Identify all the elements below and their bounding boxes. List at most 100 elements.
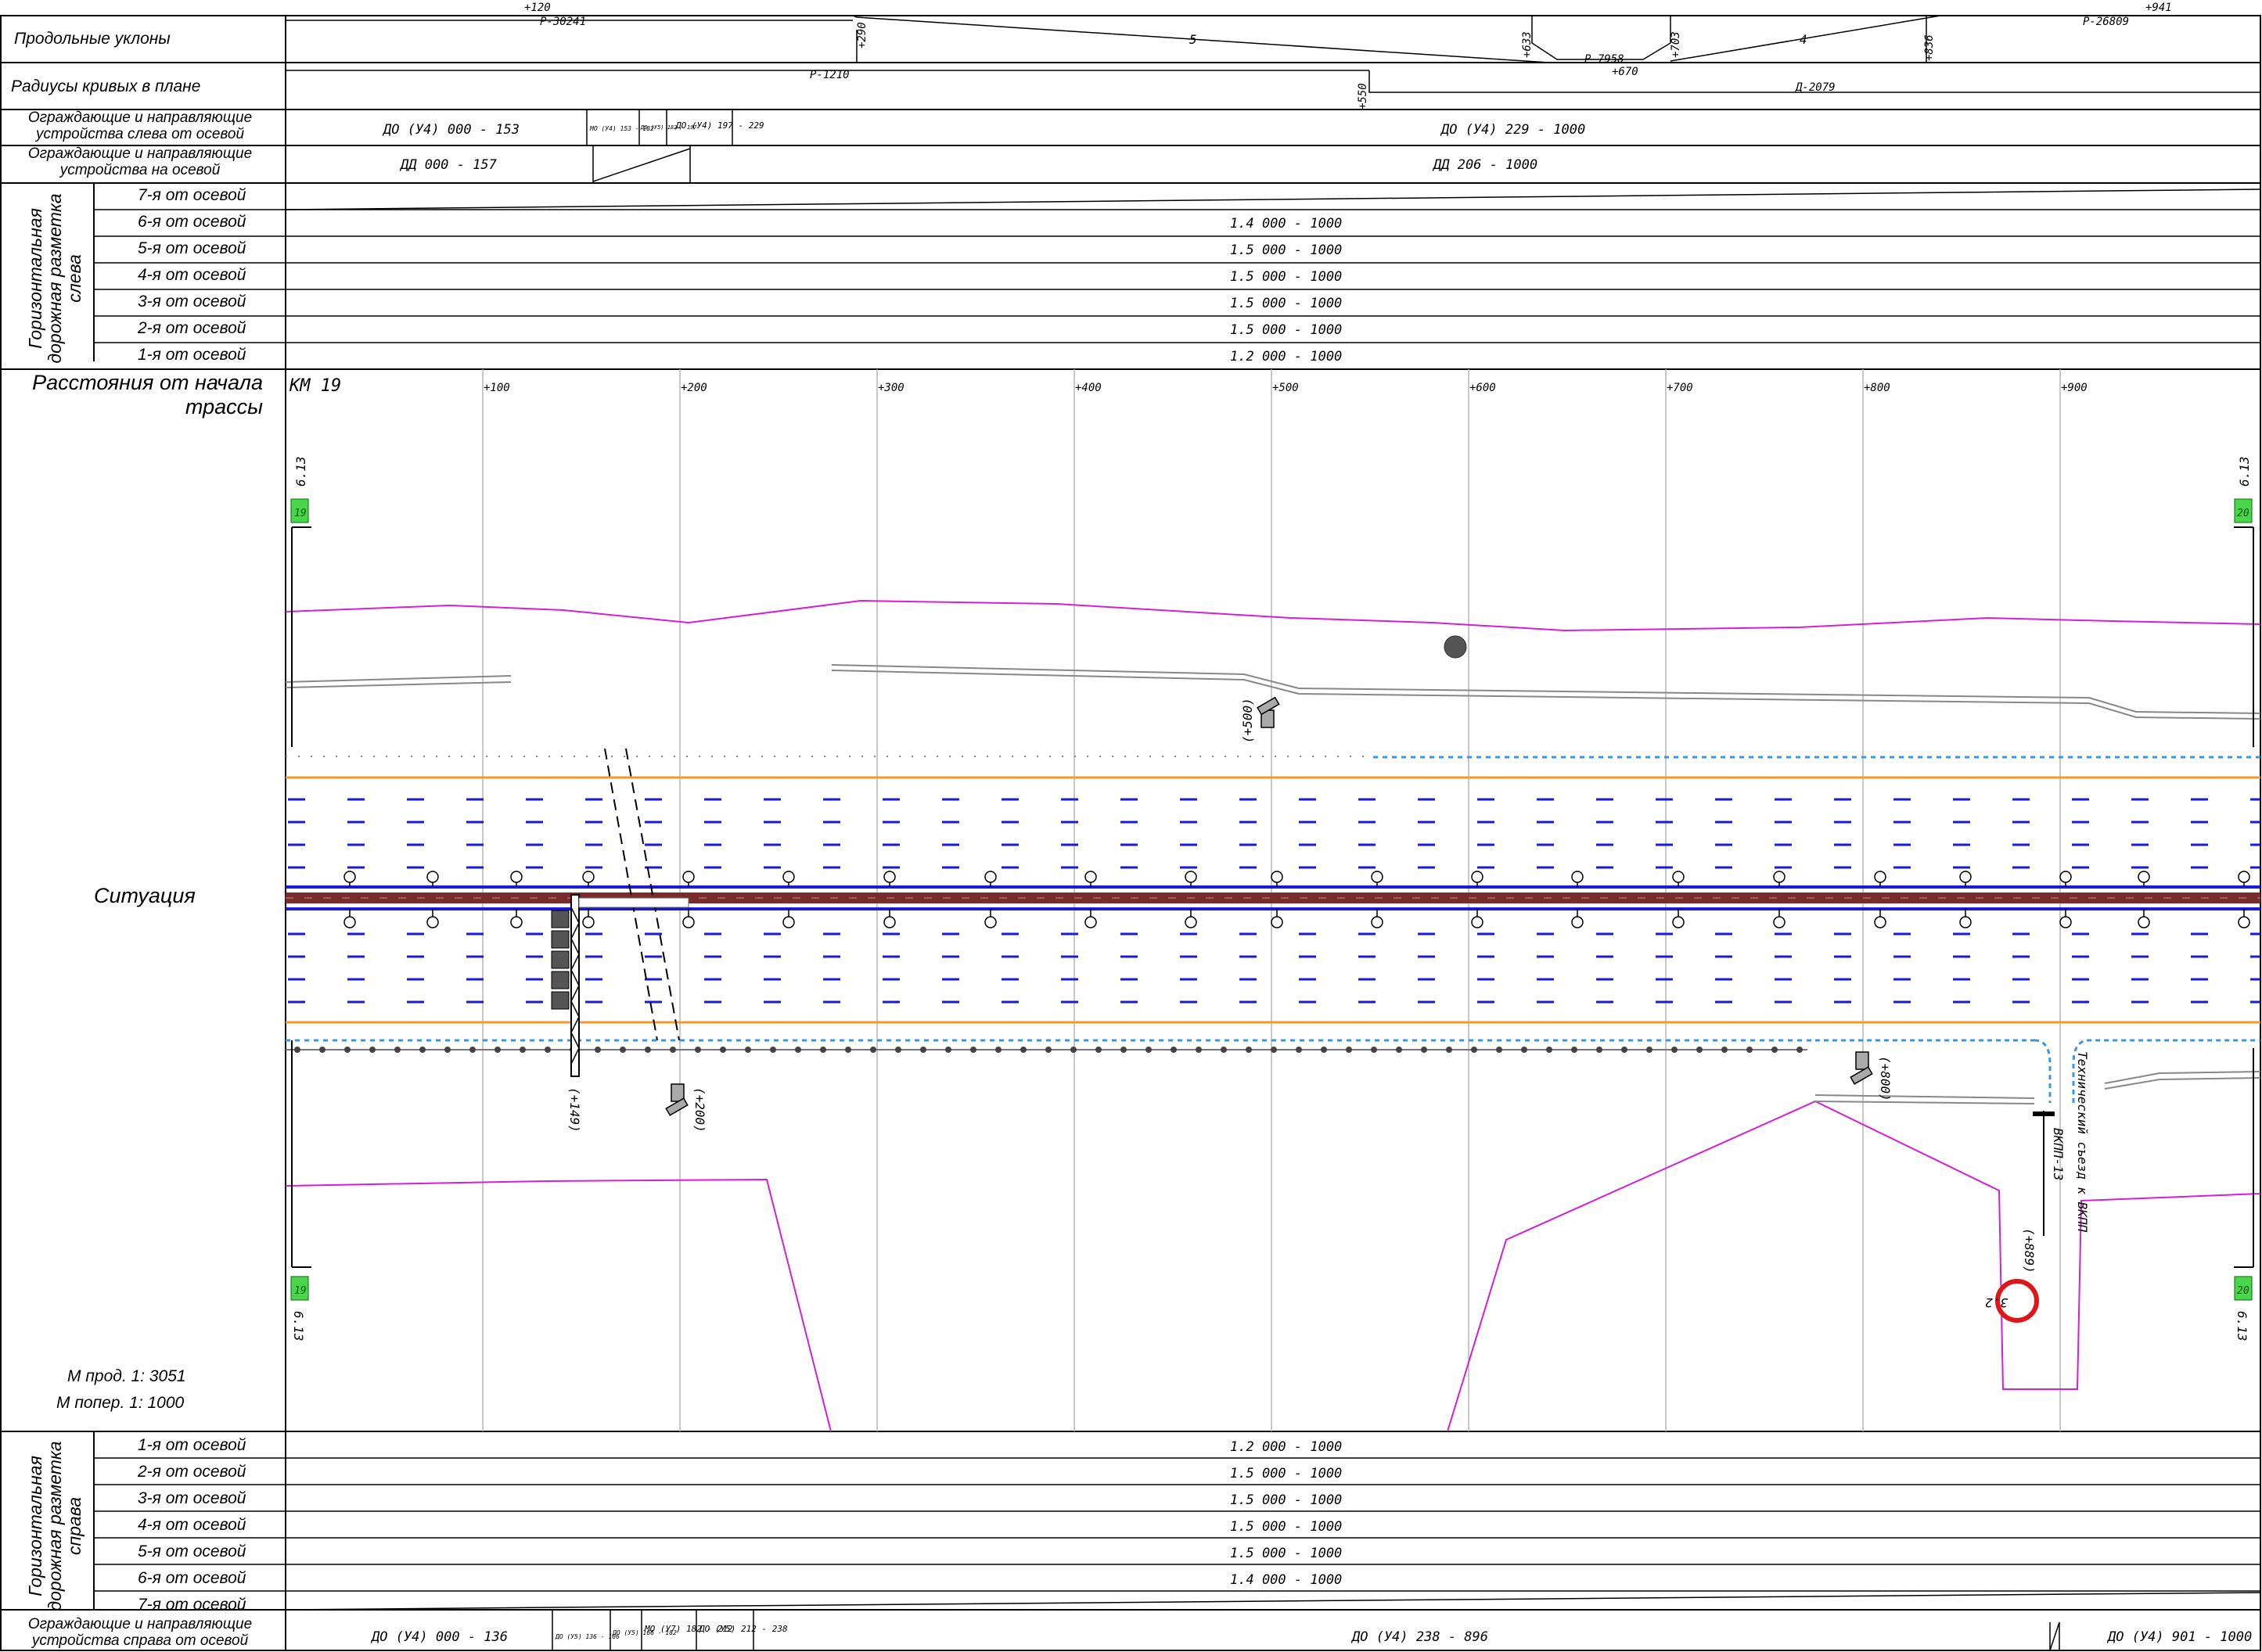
lamp-icon	[510, 871, 523, 883]
guard-center-item-2: ДД 206 - 1000	[1432, 157, 1537, 173]
guard-post-icon	[845, 1047, 851, 1053]
km-sign-value-tr: 6.13	[2237, 456, 2252, 487]
grade-mark-703: +703	[1670, 31, 1682, 58]
scale-long: М прод. 1: 3051	[67, 1367, 186, 1385]
guard-post-icon	[520, 1047, 526, 1053]
lamp-icon	[1672, 916, 1685, 928]
marking-left-row-1: 1-я от осевой	[138, 346, 246, 364]
guard-post-icon	[1671, 1047, 1678, 1053]
lamp-icon	[2238, 871, 2250, 883]
marking-left-value-1: 1.2 000 - 1000	[1230, 349, 1342, 365]
crossing-dashed	[604, 748, 680, 1041]
guard-post-icon	[1696, 1047, 1703, 1053]
marking-left-row-6: 6-я от осевой	[138, 213, 246, 231]
table-frame	[0, 15, 2261, 1651]
lamp-icon	[510, 916, 523, 928]
pedestrian-bridge	[551, 894, 689, 1077]
marking-right-value-4: 1.5 000 - 1000	[1230, 1519, 1342, 1535]
guard-post-icon	[970, 1047, 976, 1053]
guard-post-icon	[494, 1047, 501, 1053]
guard-post-icon	[1246, 1047, 1252, 1053]
marking-left-row-5: 5-я от осевой	[138, 239, 246, 257]
guard-post-icon	[419, 1047, 426, 1053]
marking-right-row-2: 2-я от осевой	[138, 1463, 246, 1481]
guard-post-icon	[1446, 1047, 1452, 1053]
ditch-top-left	[285, 675, 512, 688]
marking-left-value-2: 1.5 000 - 1000	[1230, 322, 1342, 338]
lamp-icon	[1271, 916, 1283, 928]
km-sign-value-bl: 6.13	[291, 1311, 306, 1341]
grade-mark-836: +836	[1923, 34, 1936, 61]
marking-left-row-3: 3-я от осевой	[138, 293, 246, 311]
guard-post-icon	[695, 1047, 701, 1053]
km-sign-id-tl: 19	[294, 508, 307, 519]
guard-right-item-1: ДО (У4) 000 - 136	[370, 1629, 508, 1645]
curves-profile	[286, 70, 2260, 93]
label-technical-exit: Технический съезд к ВКПП	[2075, 1051, 2090, 1233]
distance-label: Расстояния от начала трассы	[32, 371, 263, 418]
km-sign-value-tl: 6.13	[293, 456, 308, 487]
grade-mark-290: +290	[856, 22, 868, 48]
guard-left-item-1: ДО (У4) 000 - 153	[382, 122, 520, 138]
guard-post-icon	[545, 1047, 551, 1053]
lamp-icon	[1959, 871, 1972, 883]
lamp-icon	[1371, 871, 1383, 883]
km-sign-bottom-right	[2234, 1048, 2254, 1301]
chainage-100: +100	[484, 382, 510, 394]
grade-mark-633: +633	[1521, 31, 1534, 58]
guard-post-icon	[645, 1047, 651, 1053]
grade-mark-941: +941	[2145, 2, 2172, 14]
guard-left-item-2: МО (У4) 153 - 182	[589, 125, 654, 132]
guard-post-icon	[595, 1047, 601, 1053]
marking-left-value-5: 1.5 000 - 1000	[1230, 242, 1342, 258]
pole-icon	[1444, 635, 1467, 659]
guard-post-icon	[895, 1047, 901, 1053]
camera-icon-800	[1850, 1051, 1873, 1085]
guard-center-label: Ограждающие и направляющие устройства на…	[27, 145, 253, 178]
camera-icon-500	[1257, 696, 1280, 728]
marking-right-row-4: 4-я от осевой	[138, 1516, 246, 1534]
guard-post-icon	[319, 1047, 325, 1053]
km-sign-id-tr: 20	[2237, 508, 2249, 519]
marking-right-row-5: 5-я от осевой	[138, 1542, 246, 1560]
guard-right-item-6: ДО (У4) 238 - 896	[1350, 1629, 1488, 1645]
guard-post-icon	[1646, 1047, 1652, 1053]
lamp-icon	[1371, 916, 1383, 928]
guard-post-icon	[1771, 1047, 1778, 1053]
lamp-icon	[984, 871, 997, 883]
lamp-icon	[1571, 916, 1584, 928]
marking-right-row-1: 1-я от осевой	[138, 1436, 246, 1454]
guard-post-icon	[1070, 1047, 1077, 1053]
ditch-top-right	[831, 664, 2261, 720]
guard-post-icon	[1321, 1047, 1327, 1053]
guard-post-icon	[1471, 1047, 1477, 1053]
guard-post-icon	[1095, 1047, 1102, 1053]
guard-post-icon	[720, 1047, 726, 1053]
camera-icon-200	[665, 1083, 689, 1116]
grade-mark-120: +120	[524, 2, 551, 14]
ditch-bottom-right	[1814, 1071, 2261, 1104]
grade-mark-r7958: Р-7958	[1584, 53, 1624, 66]
guard-post-icon	[820, 1047, 826, 1053]
label-149: (+149)	[567, 1087, 582, 1133]
guard-post-icon	[920, 1047, 926, 1053]
guard-post-icon	[795, 1047, 801, 1053]
technical-exit	[2034, 1039, 2260, 1103]
lane-dashes-left	[288, 798, 2260, 869]
vkpp-sign	[2033, 1111, 2055, 1236]
guard-post-icon	[1421, 1047, 1427, 1053]
curve-mark-d2079: Д-2079	[1795, 81, 1836, 94]
guard-post-icon	[1296, 1047, 1302, 1053]
lamp-icon	[582, 871, 595, 883]
km-sign-value-br: 6.13	[2235, 1311, 2249, 1341]
marking-right-row-3: 3-я от осевой	[138, 1489, 246, 1507]
guard-right-dividers	[552, 1610, 2060, 1651]
guard-post-icon	[1596, 1047, 1602, 1053]
situation-label: Ситуация	[94, 884, 196, 907]
marking-right-row-6: 6-я от осевой	[138, 1569, 246, 1587]
lamp-icon	[1874, 871, 1886, 883]
km-sign-id-br: 20	[2237, 1285, 2249, 1297]
guard-right-item-5: ДО (У5) 212 - 238	[699, 1624, 788, 1634]
marking-right-value-3: 1.5 000 - 1000	[1230, 1492, 1342, 1508]
